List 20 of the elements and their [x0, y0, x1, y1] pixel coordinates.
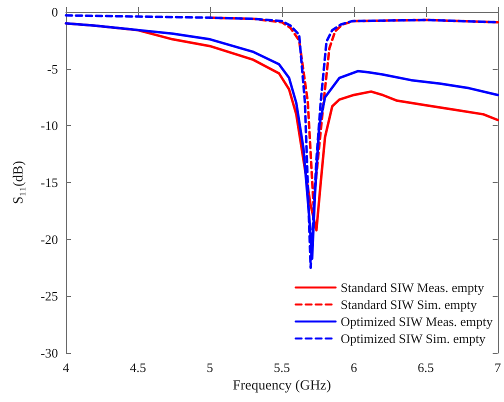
x-axis-title: Frequency (GHz)	[232, 378, 332, 394]
x-tick-label: 7	[494, 360, 502, 375]
y-tick-label: -25	[40, 288, 58, 304]
legend-label: Standard SIW Sim. empty	[340, 297, 478, 312]
legend-label: Optimized SIW Meas. empty	[340, 314, 494, 329]
y-tick-label: -5	[47, 61, 58, 76]
y-tick-label: -20	[40, 232, 58, 247]
y-tick-label: -10	[40, 118, 58, 134]
x-tick-label: 5.5	[274, 360, 290, 375]
x-tick-label: 6.5	[418, 360, 434, 375]
legend-label: Standard SIW Meas. empty	[340, 280, 485, 295]
x-tick-label: 5	[206, 360, 214, 375]
x-tick-label: 6	[350, 360, 358, 375]
y-tick-label: -15	[40, 175, 58, 190]
y-axis-title: S₁₁(dB)	[12, 160, 26, 204]
x-tick-label: 4	[62, 360, 70, 375]
y-tick-label: 0	[52, 4, 58, 20]
y-tick-label: -30	[40, 346, 58, 360]
legend-label: Optimized SIW Sim. empty	[340, 331, 486, 346]
x-tick-label: 4.5	[130, 360, 146, 375]
